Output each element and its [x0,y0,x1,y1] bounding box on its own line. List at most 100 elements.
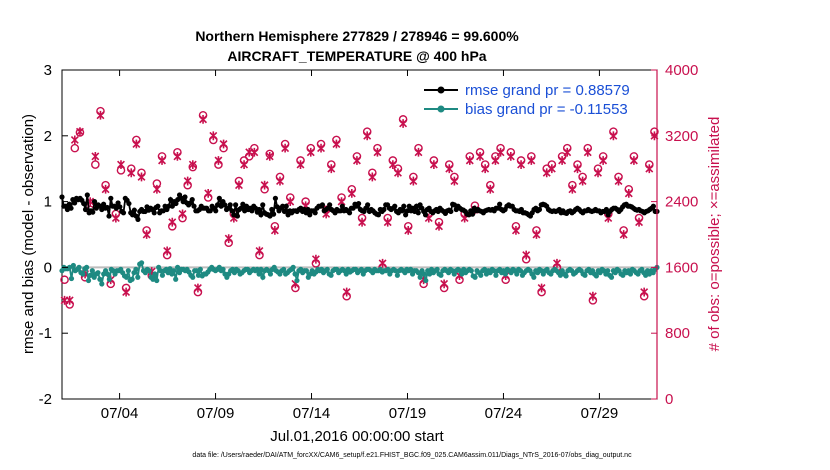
bias-point [434,266,440,272]
rmse-point [448,208,454,215]
bias-point [89,268,95,274]
assimilated-point [599,156,608,165]
assimilated-point [270,225,279,235]
assimilated-point [188,160,197,169]
rmse-point [269,206,275,213]
bias-point [260,274,266,280]
rmse-point [155,203,161,209]
bias-point [99,281,105,287]
rmse-point [319,202,326,208]
bias-point [146,268,152,274]
rmse-point [422,212,429,218]
bias-point [173,276,179,282]
legend: rmse grand pr = 0.88579 bias grand pr = … [424,82,630,118]
bias-point [468,268,474,274]
assimilated-point [209,131,218,141]
assimilated-point [481,164,490,174]
rmse-point [169,203,175,209]
bias-point [254,266,260,272]
assimilated-point [553,258,561,268]
bias-point [281,266,287,272]
bias-point [294,277,300,284]
assimilated-point [75,127,84,137]
assimilated-point [70,135,79,145]
possible-point [70,143,80,153]
assimilated-point [65,295,74,305]
rmse-point [403,212,409,218]
bias-point [324,266,330,272]
assimilated-point [404,225,413,235]
rmse-point [81,200,87,207]
assimilated-point [476,151,485,161]
assimilated-point [429,160,438,169]
assimilated-point [358,217,367,227]
assimilated-point [465,156,474,165]
rmse-point [233,202,239,208]
bias-point [190,274,196,280]
assimilated-point [276,176,284,186]
rmse-point [272,195,279,201]
assimilated-point [388,160,397,169]
assimilated-point [645,164,654,174]
rmse-point [182,194,188,200]
assimilated-point [496,147,505,157]
assimilated-point [558,156,567,165]
bias-point [76,264,82,270]
assimilated-point [383,217,392,227]
rmse-point [381,206,387,213]
assimilated-point [281,143,290,153]
assimilated-point [378,258,387,268]
assimilated-point [588,291,597,301]
assimilated-point [347,188,356,198]
y-tick-label: 2 [44,128,52,145]
bias-point [106,276,112,282]
assimilated-point [629,156,638,165]
assimilated-point [583,147,592,157]
rmse-point [312,210,318,216]
assimilated-point [640,287,649,297]
assimilated-point [199,114,208,124]
rmse-point [216,195,222,201]
bias-point [491,268,497,274]
assimilated-point [101,184,110,194]
rmse-point [222,202,228,208]
assimilated-point [327,164,336,174]
rmse-point [283,203,289,209]
assimilated-point [255,246,264,256]
rmse-point [229,208,235,214]
rmse-point [207,208,213,214]
assimilated-point [183,176,192,186]
bias-point [438,272,444,278]
bias-point [417,274,423,280]
assimilated-point [158,156,166,165]
bias-point [421,271,427,277]
assimilated-point [204,188,213,198]
assimilated-point [91,151,100,161]
assimilated-point [173,151,182,161]
bias-point [620,272,626,278]
rmse-point [337,208,344,214]
assimilated-point [286,197,295,206]
assimilated-point [445,164,454,174]
y-right-tick-label: 2400 [665,194,698,211]
bias-point [152,271,158,277]
assimilated-point [522,250,531,260]
y-right-tick-label: 4000 [665,62,698,79]
rmse-point [191,203,197,209]
bias-point [531,274,537,280]
bias-point [608,274,615,280]
rmse-point [108,195,114,201]
rmse-point [59,194,65,200]
y-right-tick-label: 1600 [665,259,698,276]
assimilated-point [234,180,243,190]
rmse-point [270,211,277,217]
rmse-point [281,208,288,215]
assimilated-point [578,176,587,186]
assimilated-point [486,184,495,194]
rmse-point [173,200,179,207]
legend-bias-label: bias grand pr = -0.11553 [465,101,628,118]
bias-point [85,277,92,284]
rmse-point [401,203,407,209]
assimilated-point [373,147,382,157]
rmse-point [404,208,411,214]
